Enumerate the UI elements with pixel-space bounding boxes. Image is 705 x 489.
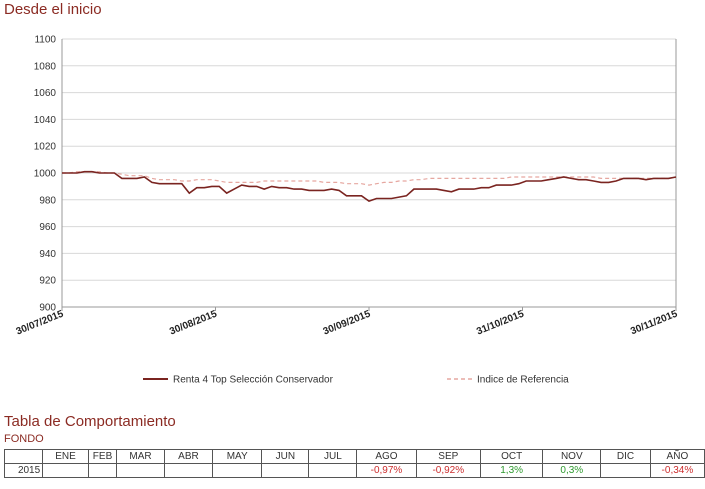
month-value-cell [87,463,118,478]
y-tick-label: 960 [39,222,56,233]
month-value-cell: 0,3% [542,463,602,478]
month-value-cell [116,463,165,478]
y-tick-label: 900 [39,303,56,314]
line-chart: 110010801060104010201000980960940920900 … [15,35,680,386]
chart-title: Desde el inicio [4,1,102,18]
y-tick-label: 1020 [34,142,57,153]
month-header: ABR [163,449,214,464]
month-value-cell [308,463,358,478]
table-header-row: ENE FEB MAR ABR MAY JUN JUL AGO SEP OCT NOV DIC AÑO [3,449,705,464]
month-header: FEB [87,449,118,464]
series-line-fund [62,170,677,202]
x-axis-ticks: 30/07/2015 30/08/2015 30/09/2015 31/10/2015… [15,307,680,338]
month-value-cell [212,463,263,478]
month-value-cell: -0,97% [356,463,417,478]
month-header: AGO [356,449,417,464]
legend-label: Indice de Referencia [477,375,569,386]
month-value-cell: -0,34% [649,463,705,478]
month-header: JUN [261,449,310,464]
x-tick-label: 30/08/2015 [168,308,219,337]
month-header: ENE [42,449,89,464]
month-header: AÑO [649,449,705,464]
y-axis-ticks: 1100 1080 1060 1040 1020 1000 980 960 940 920 900 [34,35,57,314]
month-header: SEP [415,449,482,464]
month-value-cell [163,463,214,478]
month-value-cell: 1,3% [479,463,544,478]
month-value-cell [600,463,651,478]
y-tick-label: 920 [39,276,56,287]
x-tick-label: 30/09/2015 [322,308,373,337]
table-corner-cell [3,449,44,464]
table-row: 2015 -0,97% -0,92% 1,3% 0,3% -0,34% [3,463,705,478]
y-tick-label: 940 [39,249,56,260]
month-value-cell: -0,92% [415,463,482,478]
performance-table: ENE FEB MAR ABR MAY JUN JUL AGO SEP OCT NOV DIC AÑO … [3,449,705,478]
month-value-cell [261,463,310,478]
month-header: NOV [542,449,602,464]
y-tick-label: 1040 [34,115,57,126]
month-header: OCT [479,449,544,464]
month-value-cell [42,463,89,478]
table-title: Tabla de Comportamiento [4,413,176,430]
y-tick-label: 980 [39,195,56,206]
chart-legend: Renta 4 Top Selección Conservador Indice … [143,375,569,386]
y-tick-label: 1080 [34,61,57,72]
month-header: DIC [600,449,651,464]
x-tick-label: 30/11/2015 [629,308,679,337]
legend-label: Renta 4 Top Selección Conservador [173,375,334,386]
y-tick-label: 1100 [34,35,56,46]
chart-lines [62,170,677,202]
y-tick-label: 1000 [34,169,57,180]
x-tick-label: 31/10/2015 [475,308,526,337]
month-header: MAY [212,449,263,464]
row-label-year: 2015 [3,463,44,478]
month-header: JUL [308,449,358,464]
month-header: MAR [116,449,165,464]
y-tick-label: 1060 [34,88,57,99]
chart-grid [61,38,677,308]
series-line-reference [62,171,677,186]
table-subtitle: FONDO [4,433,44,445]
